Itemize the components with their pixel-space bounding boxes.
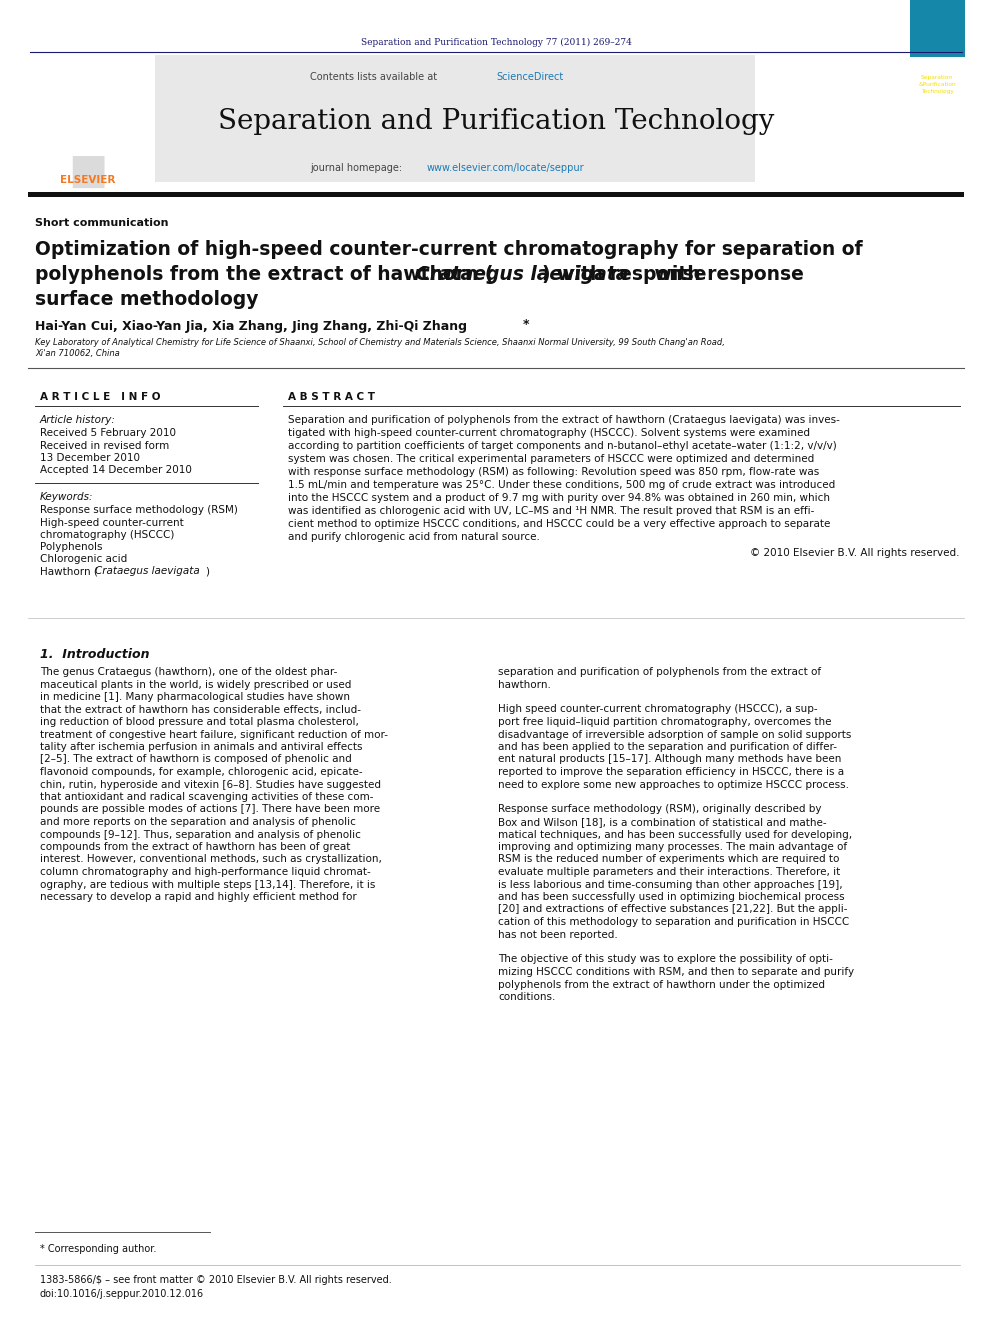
Text: [20] and extractions of effective substances [21,22]. But the appli-: [20] and extractions of effective substa… — [498, 905, 847, 914]
Text: Box and Wilson [18], is a combination of statistical and mathe-: Box and Wilson [18], is a combination of… — [498, 818, 826, 827]
Text: system was chosen. The critical experimental parameters of HSCCC were optimized : system was chosen. The critical experime… — [288, 454, 814, 464]
Text: Hawthorn (: Hawthorn ( — [40, 566, 98, 576]
Text: Xi'an 710062, China: Xi'an 710062, China — [35, 349, 120, 359]
Text: ScienceDirect: ScienceDirect — [496, 71, 563, 82]
Text: cient method to optimize HSCCC conditions, and HSCCC could be a very effective a: cient method to optimize HSCCC condition… — [288, 519, 830, 529]
Text: The genus Crataegus (hawthorn), one of the oldest phar-: The genus Crataegus (hawthorn), one of t… — [40, 667, 337, 677]
Text: according to partition coefficients of target components and n-butanol–ethyl ace: according to partition coefficients of t… — [288, 441, 836, 451]
Text: ) with response: ) with response — [542, 265, 706, 284]
Text: and has been successfully used in optimizing biochemical process: and has been successfully used in optimi… — [498, 892, 844, 902]
Text: www.elsevier.com/locate/seppur: www.elsevier.com/locate/seppur — [427, 163, 584, 173]
Text: RSM is the reduced number of experiments which are required to: RSM is the reduced number of experiments… — [498, 855, 839, 864]
Text: A B S T R A C T: A B S T R A C T — [288, 392, 375, 402]
Text: Received in revised form: Received in revised form — [40, 441, 170, 451]
Text: tality after ischemia perfusion in animals and antiviral effects: tality after ischemia perfusion in anima… — [40, 742, 362, 751]
Text: 1.5 mL/min and temperature was 25°C. Under these conditions, 500 mg of crude ext: 1.5 mL/min and temperature was 25°C. Und… — [288, 480, 835, 490]
Text: polyphenols from the extract of hawthorn under the optimized: polyphenols from the extract of hawthorn… — [498, 979, 825, 990]
Text: cation of this methodology to separation and purification in HSCCC: cation of this methodology to separation… — [498, 917, 849, 927]
Text: hawthorn.: hawthorn. — [498, 680, 551, 689]
FancyBboxPatch shape — [28, 56, 152, 183]
Text: into the HSCCC system and a product of 9.7 mg with purity over 94.8% was obtaine: into the HSCCC system and a product of 9… — [288, 493, 830, 503]
Text: Keywords:: Keywords: — [40, 492, 93, 501]
Text: The objective of this study was to explore the possibility of opti-: The objective of this study was to explo… — [498, 954, 833, 964]
FancyBboxPatch shape — [28, 192, 964, 197]
Text: ): ) — [205, 566, 209, 576]
Text: ing reduction of blood pressure and total plasma cholesterol,: ing reduction of blood pressure and tota… — [40, 717, 359, 728]
Text: [2–5]. The extract of hawthorn is composed of phenolic and: [2–5]. The extract of hawthorn is compos… — [40, 754, 352, 765]
Text: polyphenols from the extract of hawthorn (: polyphenols from the extract of hawthorn… — [35, 265, 493, 284]
Text: 13 December 2010: 13 December 2010 — [40, 452, 140, 463]
Text: chin, rutin, hyperoside and vitexin [6–8]. Studies have suggested: chin, rutin, hyperoside and vitexin [6–8… — [40, 779, 381, 790]
Text: Accepted 14 December 2010: Accepted 14 December 2010 — [40, 464, 191, 475]
Text: Separation
&Purification
Technology: Separation &Purification Technology — [919, 75, 956, 94]
Text: 1383-5866/$ – see front matter © 2010 Elsevier B.V. All rights reserved.: 1383-5866/$ – see front matter © 2010 El… — [40, 1275, 392, 1285]
Text: was identified as chlorogenic acid with UV, LC–MS and ¹H NMR. The result proved : was identified as chlorogenic acid with … — [288, 505, 814, 516]
Text: disadvantage of irreversible adsorption of sample on solid supports: disadvantage of irreversible adsorption … — [498, 729, 851, 740]
Text: Optimization of high-speed counter-current chromatography for separation of: Optimization of high-speed counter-curre… — [35, 239, 863, 259]
Text: pounds are possible modes of actions [7]. There have been more: pounds are possible modes of actions [7]… — [40, 804, 380, 815]
Text: doi:10.1016/j.seppur.2010.12.016: doi:10.1016/j.seppur.2010.12.016 — [40, 1289, 204, 1299]
Text: compounds [9–12]. Thus, separation and analysis of phenolic: compounds [9–12]. Thus, separation and a… — [40, 830, 361, 840]
Text: conditions.: conditions. — [498, 992, 556, 1002]
Text: ent natural products [15–17]. Although many methods have been: ent natural products [15–17]. Although m… — [498, 754, 841, 765]
Text: Short communication: Short communication — [35, 218, 169, 228]
Text: treatment of congestive heart failure, significant reduction of mor-: treatment of congestive heart failure, s… — [40, 729, 388, 740]
Text: Crataegus laevigata: Crataegus laevigata — [416, 265, 628, 284]
FancyBboxPatch shape — [155, 56, 755, 183]
Text: Separation and Purification Technology: Separation and Purification Technology — [218, 108, 774, 135]
Text: Response surface methodology (RSM), originally described by: Response surface methodology (RSM), orig… — [498, 804, 821, 815]
Text: * Corresponding author.: * Corresponding author. — [40, 1244, 157, 1254]
Text: port free liquid–liquid partition chromatography, overcomes the: port free liquid–liquid partition chroma… — [498, 717, 831, 728]
Text: is less laborious and time-consuming than other approaches [19],: is less laborious and time-consuming tha… — [498, 880, 842, 889]
Text: High speed counter-current chromatography (HSCCC), a sup-: High speed counter-current chromatograph… — [498, 705, 817, 714]
Text: column chromatography and high-performance liquid chromat-: column chromatography and high-performan… — [40, 867, 371, 877]
Text: Separation and Purification Technology 77 (2011) 269–274: Separation and Purification Technology 7… — [360, 38, 632, 48]
Text: and has been applied to the separation and purification of differ-: and has been applied to the separation a… — [498, 742, 837, 751]
Text: with response surface methodology (RSM) as following: Revolution speed was 850 r: with response surface methodology (RSM) … — [288, 467, 819, 478]
Text: Polyphenols: Polyphenols — [40, 542, 102, 552]
Text: ■: ■ — [68, 149, 108, 192]
Text: surface methodology: surface methodology — [35, 290, 259, 310]
Text: ography, are tedious with multiple steps [13,14]. Therefore, it is: ography, are tedious with multiple steps… — [40, 880, 375, 889]
Text: Received 5 February 2010: Received 5 February 2010 — [40, 429, 176, 438]
Text: need to explore some new approaches to optimize HSCCC process.: need to explore some new approaches to o… — [498, 779, 849, 790]
Text: and purify chlorogenic acid from natural source.: and purify chlorogenic acid from natural… — [288, 532, 540, 542]
Text: separation and purification of polyphenols from the extract of: separation and purification of polypheno… — [498, 667, 821, 677]
Text: reported to improve the separation efficiency in HSCCC, there is a: reported to improve the separation effic… — [498, 767, 844, 777]
Text: *: * — [523, 318, 530, 331]
Text: necessary to develop a rapid and highly efficient method for: necessary to develop a rapid and highly … — [40, 892, 357, 902]
Text: tigated with high-speed counter-current chromatography (HSCCC). Solvent systems : tigated with high-speed counter-current … — [288, 429, 810, 438]
Text: Key Laboratory of Analytical Chemistry for Life Science of Shaanxi, School of Ch: Key Laboratory of Analytical Chemistry f… — [35, 337, 725, 347]
Text: interest. However, conventional methods, such as crystallization,: interest. However, conventional methods,… — [40, 855, 382, 864]
Text: ELSEVIER: ELSEVIER — [61, 175, 116, 185]
Text: mizing HSCCC conditions with RSM, and then to separate and purify: mizing HSCCC conditions with RSM, and th… — [498, 967, 854, 976]
Text: Separation and purification of polyphenols from the extract of hawthorn (Crataeg: Separation and purification of polypheno… — [288, 415, 840, 425]
Text: Chlorogenic acid: Chlorogenic acid — [40, 554, 127, 564]
Text: with response: with response — [648, 265, 804, 284]
Text: © 2010 Elsevier B.V. All rights reserved.: © 2010 Elsevier B.V. All rights reserved… — [751, 548, 960, 558]
Text: that the extract of hawthorn has considerable effects, includ-: that the extract of hawthorn has conside… — [40, 705, 361, 714]
FancyBboxPatch shape — [910, 0, 965, 57]
Text: Crataegus laevigata: Crataegus laevigata — [94, 566, 199, 576]
Text: Hai-Yan Cui, Xiao-Yan Jia, Xia Zhang, Jing Zhang, Zhi-Qi Zhang: Hai-Yan Cui, Xiao-Yan Jia, Xia Zhang, Ji… — [35, 320, 467, 333]
Text: that antioxidant and radical scavenging activities of these com-: that antioxidant and radical scavenging … — [40, 792, 374, 802]
Text: improving and optimizing many processes. The main advantage of: improving and optimizing many processes.… — [498, 841, 847, 852]
Text: flavonoid compounds, for example, chlorogenic acid, epicate-: flavonoid compounds, for example, chloro… — [40, 767, 363, 777]
Text: evaluate multiple parameters and their interactions. Therefore, it: evaluate multiple parameters and their i… — [498, 867, 840, 877]
Text: Contents lists available at: Contents lists available at — [310, 71, 440, 82]
Text: matical techniques, and has been successfully used for developing,: matical techniques, and has been success… — [498, 830, 852, 840]
Text: journal homepage:: journal homepage: — [310, 163, 406, 173]
Text: Article history:: Article history: — [40, 415, 116, 425]
Text: in medicine [1]. Many pharmacological studies have shown: in medicine [1]. Many pharmacological st… — [40, 692, 350, 703]
Text: maceutical plants in the world, is widely prescribed or used: maceutical plants in the world, is widel… — [40, 680, 351, 689]
Text: Response surface methodology (RSM): Response surface methodology (RSM) — [40, 505, 238, 515]
Text: has not been reported.: has not been reported. — [498, 930, 618, 939]
Text: chromatography (HSCCC): chromatography (HSCCC) — [40, 531, 175, 540]
Text: 1.  Introduction: 1. Introduction — [40, 648, 150, 662]
Text: High-speed counter-current: High-speed counter-current — [40, 519, 184, 528]
Text: A R T I C L E   I N F O: A R T I C L E I N F O — [40, 392, 161, 402]
Text: compounds from the extract of hawthorn has been of great: compounds from the extract of hawthorn h… — [40, 841, 350, 852]
Text: and more reports on the separation and analysis of phenolic: and more reports on the separation and a… — [40, 818, 356, 827]
